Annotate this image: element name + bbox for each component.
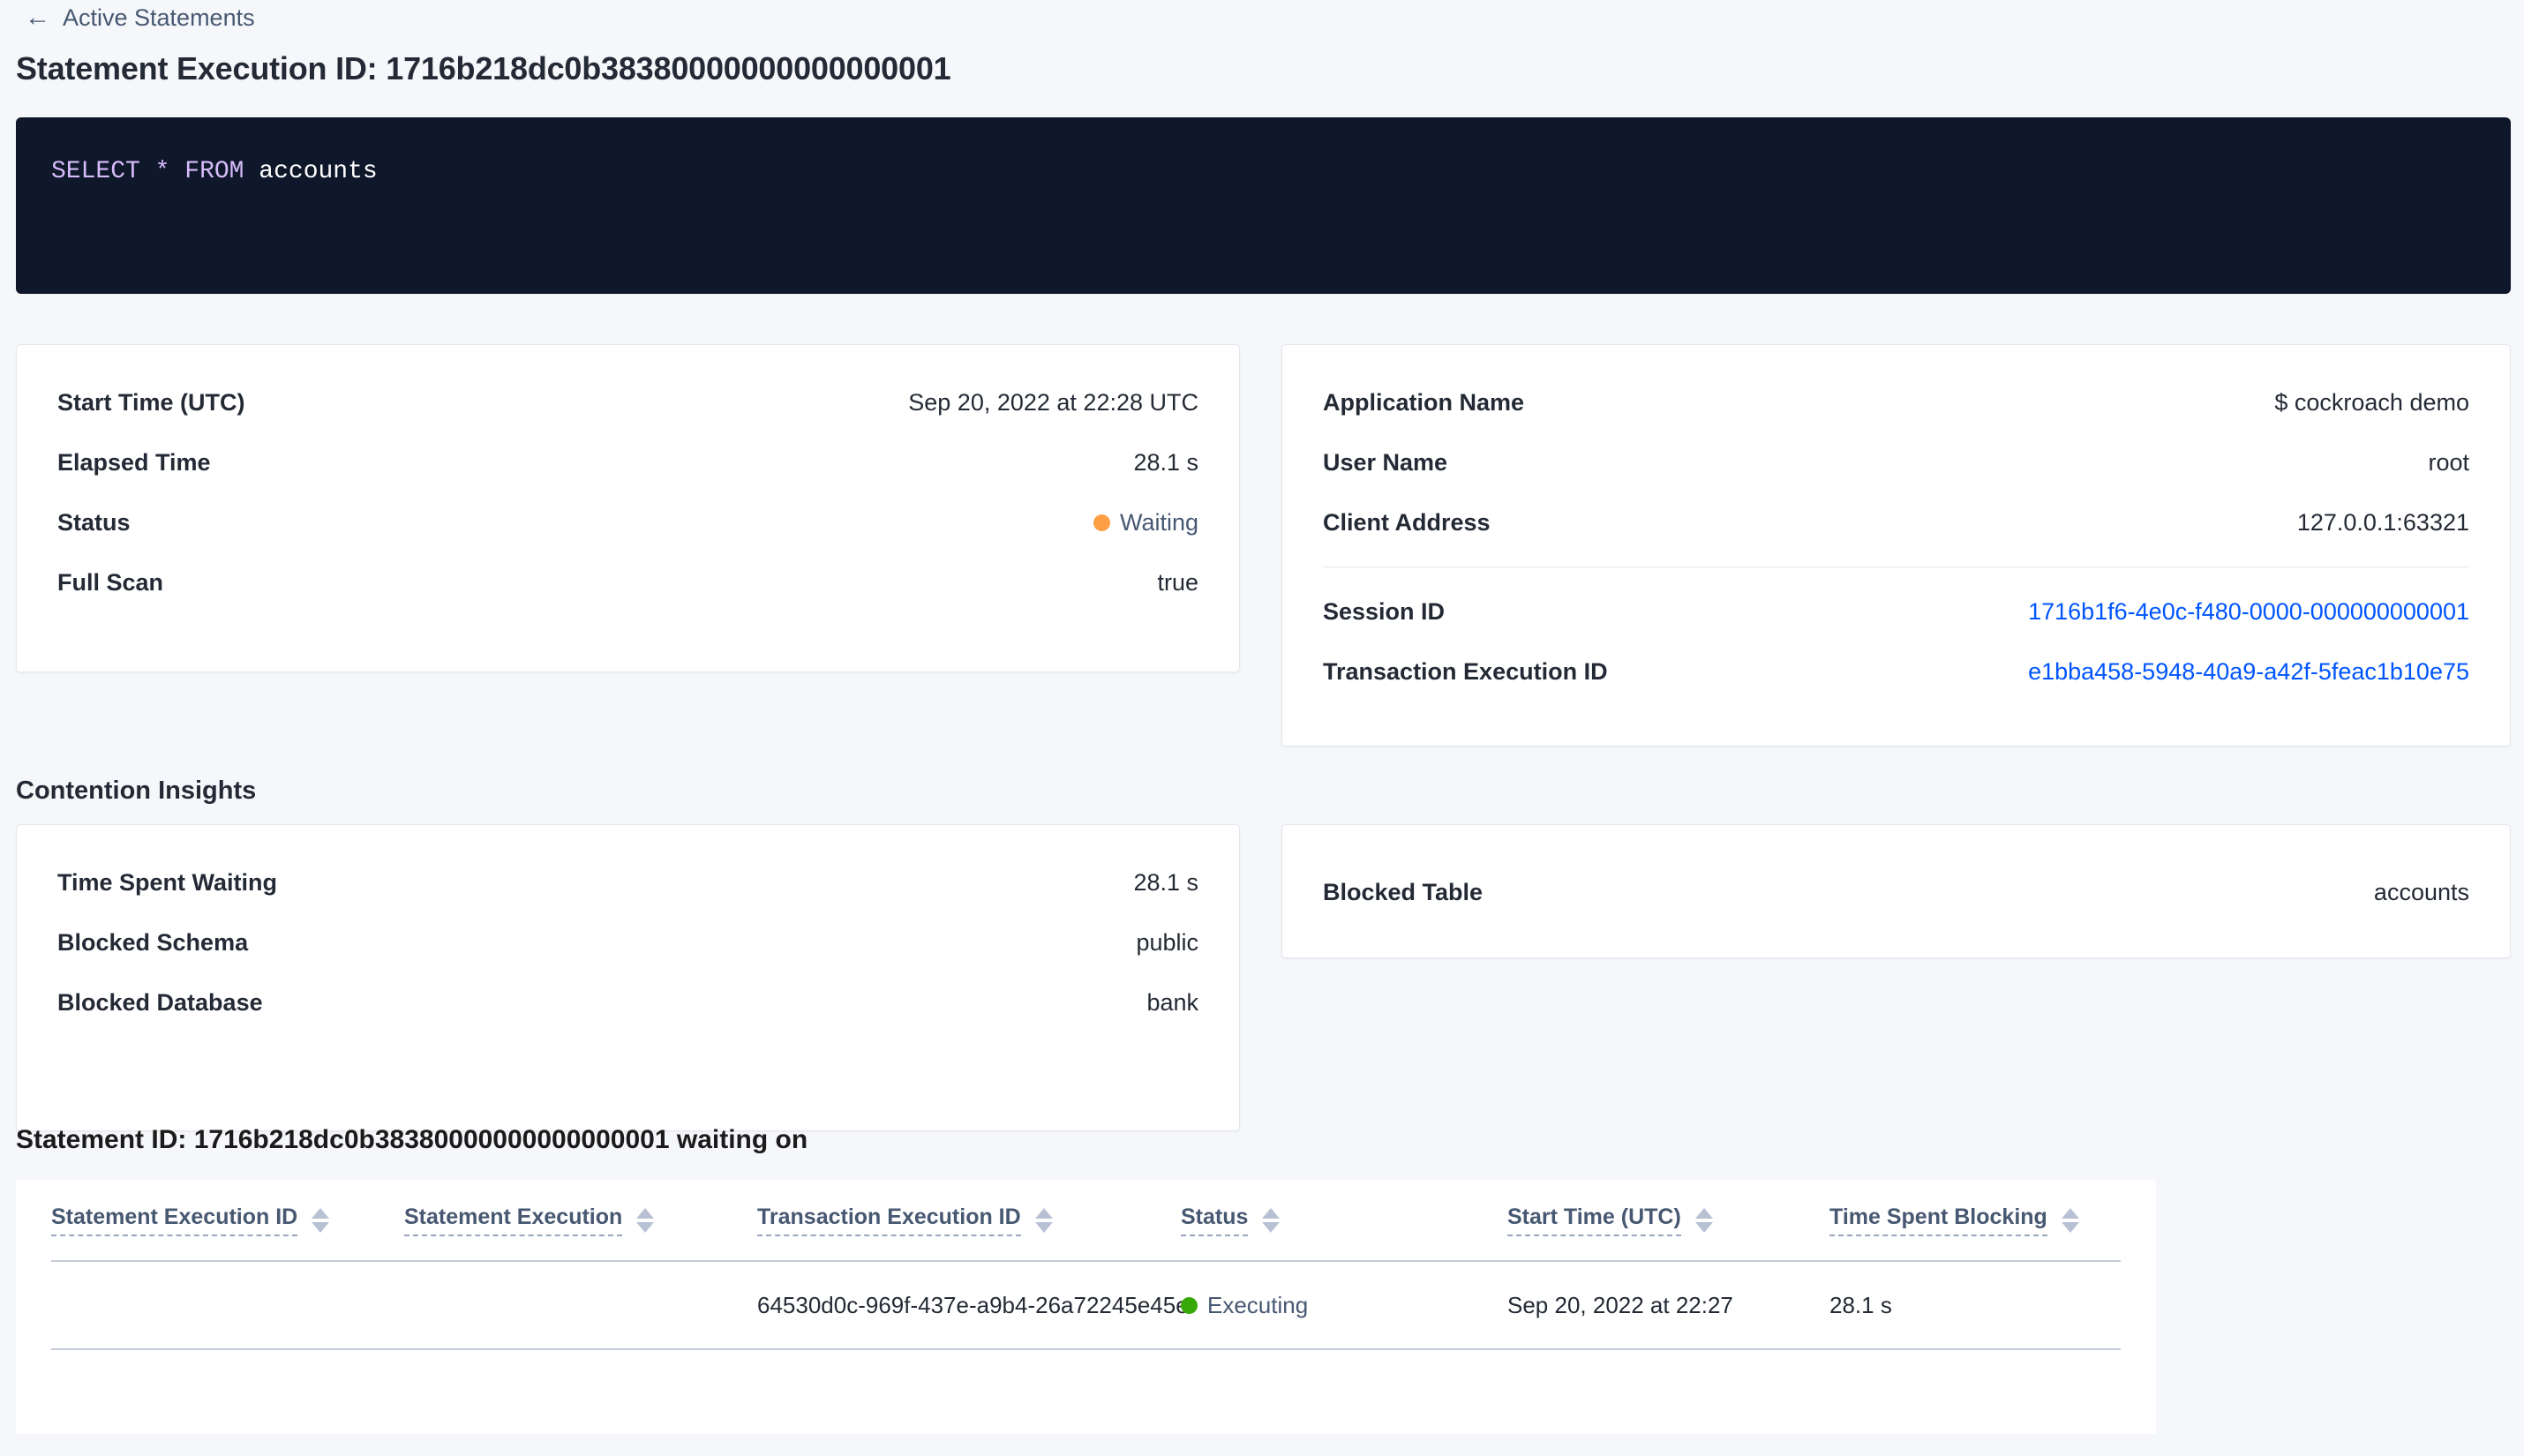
column-header-status[interactable]: Status <box>1181 1180 1507 1262</box>
contention-insights-heading: Contention Insights <box>16 777 257 805</box>
column-header-start-time[interactable]: Start Time (UTC) <box>1507 1180 1829 1262</box>
column-header-label[interactable]: Start Time (UTC) <box>1507 1205 1681 1236</box>
row-label: User Name <box>1323 448 1448 476</box>
row-label: Transaction Execution ID <box>1323 657 1608 685</box>
contention-right-rows: Blocked Table accounts <box>1282 825 2510 922</box>
overview-rows: Start Time (UTC) Sep 20, 2022 at 22:28 U… <box>17 345 1239 612</box>
sort-arrows-icon[interactable] <box>1262 1207 1281 1233</box>
page-title: Statement Execution ID: 1716b218dc0b3838… <box>16 50 951 86</box>
row-value-status: Waiting <box>1093 509 1198 537</box>
row-transaction-execution-id: Transaction Execution ID e1bba458-5948-4… <box>1323 642 2469 702</box>
waiting-on-table: Statement Execution ID Statement Executi… <box>51 1180 2121 1350</box>
row-session-id: Session ID 1716b1f6-4e0c-f480-0000-00000… <box>1323 582 2469 642</box>
column-header-label[interactable]: Transaction Execution ID <box>757 1205 1021 1236</box>
waiting-on-table-card: Statement Execution ID Statement Executi… <box>16 1180 2156 1434</box>
row-value: Sep 20, 2022 at 22:28 UTC <box>908 388 1198 416</box>
column-header-time-spent-blocking[interactable]: Time Spent Blocking <box>1829 1180 2121 1262</box>
row-value: root <box>2428 448 2469 476</box>
row-value: true <box>1157 568 1198 596</box>
row-blocked-schema: Blocked Schema public <box>57 912 1198 972</box>
row-label: Application Name <box>1323 388 1525 416</box>
row-label: Client Address <box>1323 508 1491 536</box>
row-label: Blocked Database <box>57 988 263 1016</box>
waiting-on-heading: Statement ID: 1716b218dc0b38380000000000… <box>16 1125 808 1154</box>
row-user-name: User Name root <box>1323 432 2469 492</box>
sort-arrows-icon[interactable] <box>636 1207 655 1233</box>
arrow-left-icon: ← <box>25 3 50 32</box>
table-body: 64530d0c-969f-437e-a9b4-26a72245e45e Exe… <box>51 1261 2121 1350</box>
sort-arrows-icon[interactable] <box>2061 1207 2079 1233</box>
cell-status: Executing <box>1181 1261 1507 1350</box>
column-header-label[interactable]: Time Spent Blocking <box>1829 1205 2047 1236</box>
cell-statement-execution-id <box>51 1261 404 1350</box>
contention-left-rows: Time Spent Waiting 28.1 s Blocked Schema… <box>17 825 1239 1032</box>
cell-statement-execution <box>404 1261 757 1350</box>
row-value: accounts <box>2373 878 2469 905</box>
sql-keyword-select: SELECT <box>51 158 140 185</box>
cell-time-spent-blocking: 28.1 s <box>1829 1261 2121 1350</box>
status-label: Waiting <box>1119 508 1198 536</box>
row-status: Status Waiting <box>57 492 1198 552</box>
sql-keyword-from: FROM <box>184 158 244 185</box>
row-application-name: Application Name $ cockroach demo <box>1323 372 2469 432</box>
row-value: 28.1 s <box>1133 868 1198 896</box>
cell-transaction-execution-id: 64530d0c-969f-437e-a9b4-26a72245e45e <box>757 1261 1189 1350</box>
row-label: Session ID <box>1323 597 1446 625</box>
column-header-label[interactable]: Status <box>1181 1205 1249 1236</box>
contention-insights-card: Time Spent Waiting 28.1 s Blocked Schema… <box>16 824 1240 1131</box>
row-label: Elapsed Time <box>57 448 211 476</box>
status-label: Executing <box>1207 1291 1309 1318</box>
row-label: Time Spent Waiting <box>57 868 278 896</box>
row-elapsed-time: Elapsed Time 28.1 s <box>57 432 1198 492</box>
row-value: $ cockroach demo <box>2274 388 2469 416</box>
sql-table-identifier: accounts <box>259 158 378 185</box>
table-header: Statement Execution ID Statement Executi… <box>51 1180 2121 1262</box>
sort-arrows-icon[interactable] <box>1034 1207 1053 1233</box>
back-link-label: Active Statements <box>63 4 255 31</box>
row-value: 127.0.0.1:63321 <box>2296 508 2469 536</box>
column-header-label[interactable]: Statement Execution <box>404 1205 623 1236</box>
row-label: Blocked Schema <box>57 928 249 956</box>
session-id-link[interactable]: 1716b1f6-4e0c-f480-0000-000000000001 <box>2028 597 2469 625</box>
row-full-scan: Full Scan true <box>57 552 1198 612</box>
back-to-active-statements-link[interactable]: ← Active Statements <box>25 2 255 34</box>
row-time-spent-waiting: Time Spent Waiting 28.1 s <box>57 852 1198 912</box>
status-dot-executing-icon <box>1181 1296 1198 1314</box>
statement-overview-card: Start Time (UTC) Sep 20, 2022 at 22:28 U… <box>16 344 1240 672</box>
session-details-card: Application Name $ cockroach demo User N… <box>1281 344 2511 747</box>
row-value: public <box>1136 928 1198 956</box>
sql-star-token: * <box>154 158 170 185</box>
session-rows: Application Name $ cockroach demo User N… <box>1282 345 2510 702</box>
row-blocked-table: Blocked Table accounts <box>1323 862 2469 922</box>
sort-arrows-icon[interactable] <box>312 1207 330 1233</box>
blocked-table-card: Blocked Table accounts <box>1281 824 2511 958</box>
row-label: Start Time (UTC) <box>57 388 245 416</box>
column-header-transaction-execution-id[interactable]: Transaction Execution ID <box>757 1180 1181 1262</box>
row-value: bank <box>1146 988 1198 1016</box>
cell-start-time: Sep 20, 2022 at 22:27 <box>1507 1261 1829 1350</box>
transaction-execution-id-link[interactable]: e1bba458-5948-40a9-a42f-5feac1b10e75 <box>2028 657 2469 685</box>
sql-statement-code-block: SELECT * FROM accounts <box>16 117 2511 294</box>
table-header-row: Statement Execution ID Statement Executi… <box>51 1180 2121 1262</box>
status-dot-waiting-icon <box>1093 514 1110 531</box>
row-client-address: Client Address 127.0.0.1:63321 <box>1323 492 2469 552</box>
row-start-time: Start Time (UTC) Sep 20, 2022 at 22:28 U… <box>57 372 1198 432</box>
row-label: Status <box>57 508 131 536</box>
table-row[interactable]: 64530d0c-969f-437e-a9b4-26a72245e45e Exe… <box>51 1261 2121 1350</box>
row-label: Full Scan <box>57 568 164 596</box>
column-header-statement-execution-id[interactable]: Statement Execution ID <box>51 1180 404 1262</box>
column-header-statement-execution[interactable]: Statement Execution <box>404 1180 757 1262</box>
column-header-label[interactable]: Statement Execution ID <box>51 1205 298 1236</box>
row-label: Blocked Table <box>1323 878 1484 905</box>
sort-arrows-icon[interactable] <box>1694 1207 1713 1233</box>
row-value: 28.1 s <box>1133 448 1198 476</box>
row-blocked-database: Blocked Database bank <box>57 972 1198 1032</box>
